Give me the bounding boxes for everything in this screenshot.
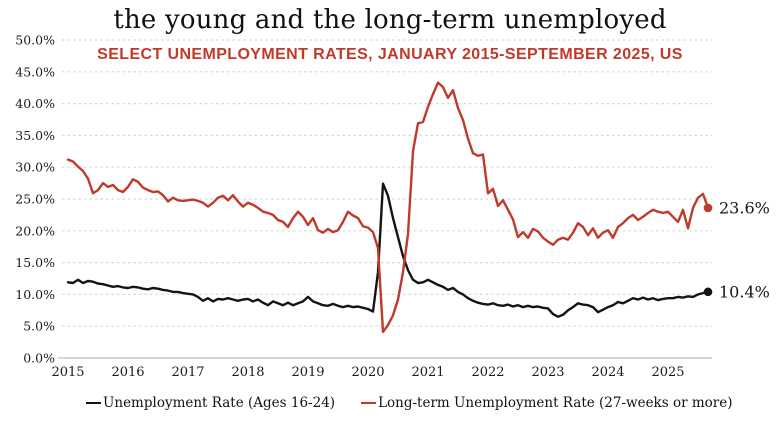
series-end-label-ages-16-24: 10.4% bbox=[719, 282, 770, 301]
x-axis-tick-label-2023: 2023 bbox=[531, 365, 564, 380]
y-axis-tick-label-25: 25.0% bbox=[15, 192, 55, 207]
chart-subtitle: SELECT UNEMPLOYMENT RATES, JANUARY 2015-… bbox=[97, 46, 683, 63]
y-axis-tick-label-5: 5.0% bbox=[23, 319, 55, 334]
series-line-long-term bbox=[66, 81, 710, 334]
legend-item-ages-16-24: Unemployment Rate (Ages 16-24) bbox=[86, 395, 335, 411]
x-axis-tick-label-2025: 2025 bbox=[651, 365, 684, 380]
y-axis-tick-label-30: 30.0% bbox=[15, 160, 55, 175]
legend-line-swatch-red bbox=[361, 401, 377, 405]
x-axis-tick-label-2020: 2020 bbox=[351, 365, 384, 380]
x-axis-tick-label-2019: 2019 bbox=[291, 365, 324, 380]
series-end-dot-long-term bbox=[703, 203, 713, 213]
legend-label-long-term: Long-term Unemployment Rate (27-weeks or… bbox=[378, 395, 733, 411]
y-axis-tick-label-0: 0.0% bbox=[23, 351, 55, 366]
x-axis-tick-label-2022: 2022 bbox=[471, 365, 504, 380]
series-line-ages-16-24 bbox=[66, 182, 710, 318]
legend-line-swatch-black bbox=[86, 401, 101, 405]
legend-item-long-term: Long-term Unemployment Rate (27-weeks or… bbox=[361, 395, 732, 411]
y-axis-tick-label-40: 40.0% bbox=[15, 96, 55, 111]
x-axis-tick-label-2016: 2016 bbox=[111, 365, 144, 380]
chart-title: the young and the long-term unemployed bbox=[113, 5, 667, 35]
legend-label-ages-16-24: Unemployment Rate (Ages 16-24) bbox=[103, 395, 336, 411]
x-axis-tick-label-2024: 2024 bbox=[591, 365, 624, 380]
series-end-label-long-term: 23.6% bbox=[719, 198, 770, 217]
y-axis-tick-label-35: 35.0% bbox=[15, 128, 55, 143]
y-axis-tick-label-20: 20.0% bbox=[15, 223, 55, 238]
y-axis-tick-label-15: 15.0% bbox=[15, 255, 55, 270]
y-axis-tick-label-10: 10.0% bbox=[15, 287, 55, 302]
y-axis-tick-label-45: 45.0% bbox=[15, 64, 55, 79]
series-end-dot-ages-16-24 bbox=[703, 287, 713, 297]
x-axis-tick-label-2021: 2021 bbox=[411, 365, 444, 380]
legend: Unemployment Rate (Ages 16-24) Long-term… bbox=[86, 395, 732, 411]
x-axis-tick-label-2018: 2018 bbox=[231, 365, 264, 380]
y-axis-tick-label-50: 50.0% bbox=[15, 33, 55, 48]
x-axis-tick-label-2017: 2017 bbox=[171, 365, 204, 380]
x-axis-tick-label-2015: 2015 bbox=[51, 365, 84, 380]
